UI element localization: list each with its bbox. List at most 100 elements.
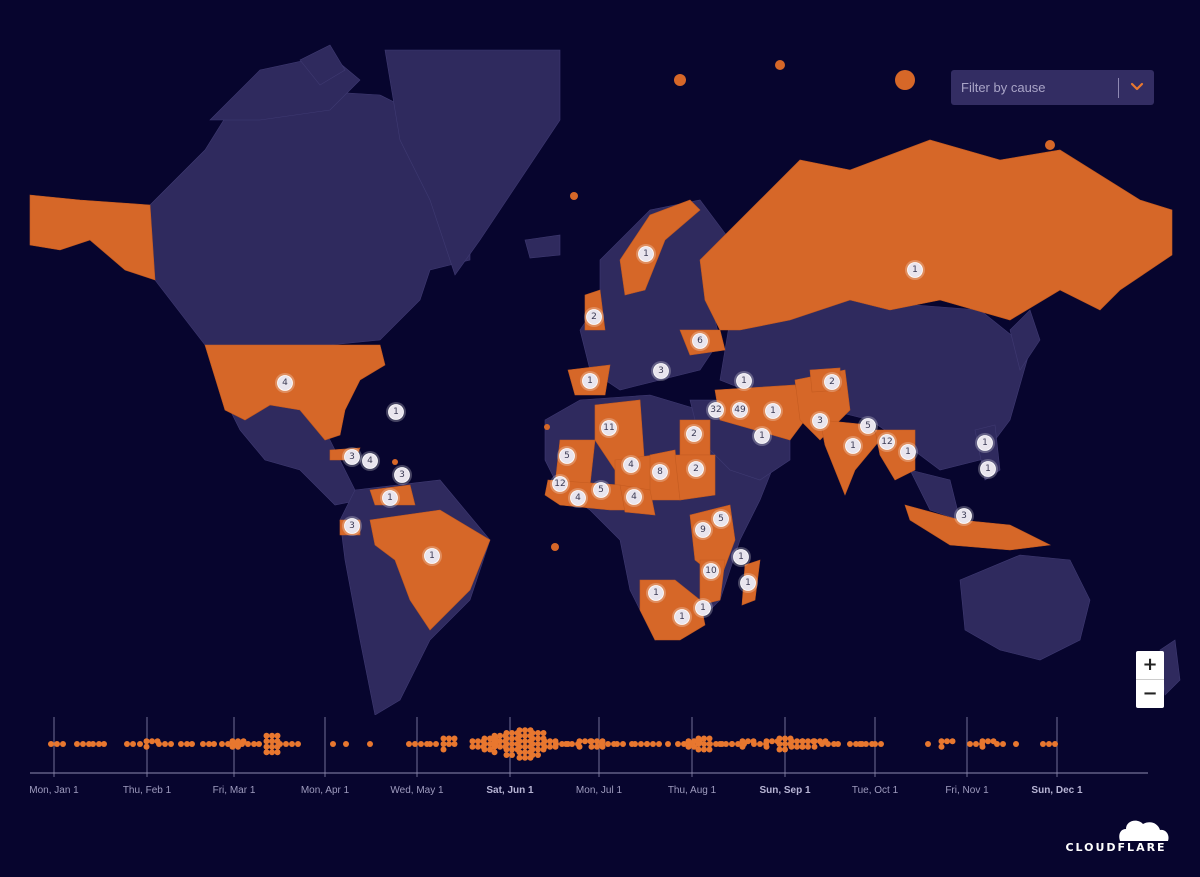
timeline-event-dot[interactable] [776, 735, 783, 742]
timeline-event-dot[interactable] [101, 741, 107, 747]
timeline-event-dot[interactable] [535, 735, 541, 742]
timeline-event-dot[interactable] [156, 741, 162, 747]
timeline-event-dot[interactable] [535, 730, 541, 736]
timeline-event-dot[interactable] [427, 741, 433, 747]
timeline-event-dot[interactable] [735, 741, 741, 747]
timeline-event-dot[interactable] [776, 741, 783, 747]
map-marker-cluster[interactable]: 3 [342, 516, 362, 536]
timeline-event-dot[interactable] [491, 738, 498, 745]
timeline-event-dot[interactable] [650, 741, 656, 747]
timeline-event-dot[interactable] [782, 741, 788, 747]
timeline-event-dot[interactable] [475, 738, 481, 745]
timeline-event-dot[interactable] [487, 741, 493, 747]
timeline-event-dot[interactable] [717, 741, 723, 747]
timeline-event-dot[interactable] [529, 735, 536, 742]
timeline-event-dot[interactable] [1046, 741, 1052, 747]
timeline-event-dot[interactable] [206, 741, 212, 747]
timeline-event-dot[interactable] [819, 741, 825, 747]
timeline-event-dot[interactable] [469, 743, 476, 750]
timeline-event-dot[interactable] [757, 741, 763, 747]
timeline-event-dot[interactable] [576, 738, 583, 745]
timeline-event-dot[interactable] [503, 746, 510, 753]
timeline-event-dot[interactable] [799, 743, 806, 750]
timeline-event-dot[interactable] [283, 741, 289, 747]
timeline-event-dot[interactable] [481, 735, 488, 742]
timeline-event-dot[interactable] [835, 741, 841, 747]
timeline-event-dot[interactable] [330, 741, 336, 747]
timeline-event-dot[interactable] [256, 741, 262, 747]
timeline-event-dot[interactable] [788, 743, 795, 750]
timeline-event-dot[interactable] [274, 749, 281, 756]
timeline-event-dot[interactable] [540, 730, 547, 736]
timeline-event-dot[interactable] [343, 741, 349, 747]
timeline-event-dot[interactable] [269, 738, 275, 745]
timeline-event-dot[interactable] [675, 741, 681, 747]
timeline-event-dot[interactable] [497, 738, 503, 745]
timeline-event-dot[interactable] [451, 735, 458, 742]
timeline-event-dot[interactable] [701, 741, 707, 747]
timeline-event-dot[interactable] [979, 738, 986, 745]
timeline-event-dot[interactable] [707, 741, 713, 747]
map-marker-cluster[interactable]: 4 [360, 451, 380, 471]
timeline-event-dot[interactable] [263, 732, 270, 739]
map-marker-cluster[interactable]: 1 [380, 488, 400, 508]
timeline-event-dot[interactable] [691, 738, 697, 745]
chevron-down-icon[interactable] [1129, 78, 1145, 96]
map-marker-cluster[interactable]: 1 [975, 433, 995, 453]
timeline-event-dot[interactable] [446, 735, 452, 742]
timeline-event-dot[interactable] [509, 730, 515, 736]
map-marker-cluster[interactable]: 1 [905, 260, 925, 280]
timeline-event-dot[interactable] [685, 738, 692, 745]
timeline-event-dot[interactable] [451, 741, 458, 747]
map-marker-cluster[interactable]: 1 [386, 402, 406, 422]
timeline-event-dot[interactable] [80, 741, 86, 747]
timeline-event-dot[interactable] [706, 735, 713, 742]
timeline-event-dot[interactable] [656, 741, 662, 747]
timeline-event-dot[interactable] [588, 738, 595, 745]
timeline-event-dot[interactable] [509, 741, 515, 747]
timeline-event-dot[interactable] [269, 732, 275, 739]
map-marker-cluster[interactable]: 1 [422, 546, 442, 566]
timeline-event-dot[interactable] [491, 749, 498, 756]
timeline-event-dot[interactable] [522, 738, 528, 745]
timeline-event-dot[interactable] [547, 738, 553, 745]
timeline-event-dot[interactable] [211, 741, 217, 747]
timeline-event-dot[interactable] [178, 741, 184, 747]
timeline-event-dot[interactable] [751, 741, 757, 747]
timeline-event-dot[interactable] [516, 727, 523, 734]
timeline-event-dot[interactable] [644, 741, 650, 747]
timeline-event-dot[interactable] [96, 741, 102, 747]
timeline-event-dot[interactable] [491, 732, 498, 739]
timeline-event-dot[interactable] [847, 741, 853, 747]
timeline-event-dot[interactable] [535, 741, 541, 747]
timeline-event-dot[interactable] [985, 738, 991, 745]
timeline-event-dot[interactable] [979, 743, 986, 750]
timeline-event-dot[interactable] [638, 741, 644, 747]
map-marker-cluster[interactable]: 5 [711, 509, 731, 529]
timeline-event-dot[interactable] [189, 741, 195, 747]
timeline-event-dot[interactable] [219, 741, 225, 747]
timeline-event-dot[interactable] [614, 741, 620, 747]
timeline-event-dot[interactable] [691, 743, 697, 750]
timeline-event-dot[interactable] [469, 738, 476, 745]
timeline-event-dot[interactable] [938, 738, 945, 745]
timeline-event-dot[interactable] [503, 730, 510, 736]
timeline-event-dot[interactable] [665, 741, 671, 747]
map-marker-cluster[interactable]: 1 [636, 244, 656, 264]
timeline-event-dot[interactable] [582, 738, 588, 745]
timeline-event-dot[interactable] [367, 741, 373, 747]
map-marker-cluster[interactable]: 1 [646, 583, 666, 603]
timeline-dots[interactable] [48, 727, 1058, 761]
timeline-event-dot[interactable] [632, 741, 638, 747]
timeline-event-dot[interactable] [695, 746, 702, 753]
timeline-event-dot[interactable] [620, 741, 626, 747]
timeline-event-dot[interactable] [184, 741, 190, 747]
timeline-event-dot[interactable] [516, 732, 523, 739]
timeline-event-dot[interactable] [274, 732, 281, 739]
timeline-event-dot[interactable] [440, 746, 447, 753]
timeline-event-dot[interactable] [229, 738, 236, 745]
timeline-event-dot[interactable] [522, 732, 528, 739]
timeline-event-dot[interactable] [541, 743, 548, 750]
timeline-event-dot[interactable] [569, 741, 575, 747]
timeline-event-dot[interactable] [973, 741, 979, 747]
